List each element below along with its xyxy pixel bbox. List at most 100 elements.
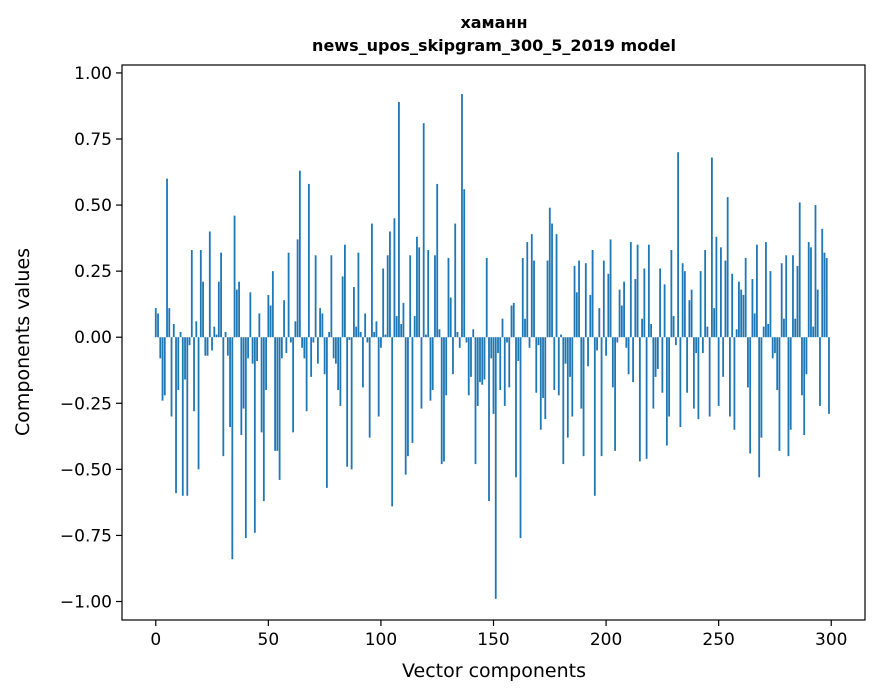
- bar-64: [298, 170, 301, 338]
- bar-274: [771, 337, 774, 359]
- bar-235: [683, 271, 686, 338]
- bar-44: [253, 337, 256, 533]
- bar-28: [217, 281, 220, 338]
- bar-181: [562, 337, 565, 465]
- bar-160: [515, 337, 517, 478]
- bar-30: [222, 337, 225, 457]
- bar-249: [715, 236, 718, 338]
- bar-231: [674, 337, 677, 346]
- bar-71: [314, 255, 317, 338]
- bar-80: [334, 337, 337, 364]
- bar-189: [580, 337, 583, 409]
- bar-226: [663, 284, 666, 338]
- bar-163: [521, 257, 524, 338]
- bar-188: [578, 260, 580, 338]
- bar-228: [668, 337, 671, 417]
- bar-255: [729, 337, 731, 417]
- bar-55: [278, 337, 281, 480]
- bar-139: [467, 337, 470, 396]
- bar-195: [593, 337, 596, 496]
- bar-134: [456, 331, 459, 338]
- bar-141: [472, 329, 475, 338]
- bar-41: [247, 337, 249, 359]
- x-tick-label: 150: [477, 630, 509, 650]
- bar-105: [391, 337, 394, 507]
- bar-51: [269, 305, 272, 338]
- bar-142: [474, 337, 477, 465]
- bar-262: [744, 257, 747, 338]
- bar-158: [510, 305, 513, 338]
- bar-131: [449, 297, 452, 338]
- bar-171: [539, 337, 542, 430]
- bar-108: [398, 102, 400, 338]
- bar-16: [190, 250, 193, 338]
- bar-155: [503, 337, 506, 406]
- bar-18: [195, 321, 198, 338]
- bar-137: [463, 189, 466, 338]
- bar-129: [445, 337, 448, 396]
- bar-203: [611, 337, 614, 388]
- bar-174: [546, 260, 549, 338]
- bar-136: [461, 94, 463, 338]
- bar-267: [756, 244, 758, 338]
- y-tick-label: 0.75: [74, 130, 112, 150]
- bar-270: [762, 326, 765, 338]
- bar-91: [359, 331, 362, 338]
- bar-26: [213, 326, 216, 338]
- bar-85: [346, 337, 349, 467]
- bar-261: [742, 294, 745, 338]
- bar-208: [623, 281, 625, 338]
- bar-269: [760, 337, 763, 438]
- bar-127: [440, 337, 443, 465]
- bar-52: [271, 271, 274, 338]
- bar-125: [436, 183, 439, 338]
- bar-37: [238, 281, 240, 338]
- bar-149: [490, 337, 493, 359]
- bar-202: [609, 239, 612, 338]
- bar-175: [548, 207, 551, 338]
- bar-33: [229, 337, 231, 428]
- x-tick-label: 50: [258, 630, 280, 650]
- bar-230: [672, 316, 675, 338]
- bar-40: [244, 337, 247, 539]
- bar-87: [350, 337, 353, 470]
- bar-168: [533, 260, 535, 338]
- bar-21: [202, 281, 204, 338]
- bar-213: [634, 279, 637, 338]
- bar-5: [166, 178, 168, 338]
- bar-285: [796, 265, 799, 338]
- bar-290: [807, 242, 810, 338]
- bar-45: [256, 337, 258, 361]
- bar-180: [560, 334, 562, 338]
- bar-210: [627, 337, 630, 375]
- bar-153: [499, 337, 502, 391]
- bar-111: [404, 337, 407, 475]
- bar-74: [321, 313, 324, 338]
- y-tick-label: 0.00: [74, 328, 112, 348]
- bar-258: [735, 329, 738, 338]
- bar-24: [208, 231, 211, 338]
- bar-3: [161, 337, 164, 401]
- bar-36: [235, 289, 238, 338]
- bar-238: [690, 289, 693, 338]
- bar-264: [749, 337, 752, 454]
- bar-83: [341, 276, 344, 338]
- bar-53: [274, 337, 276, 451]
- bar-42: [249, 292, 252, 338]
- bar-239: [692, 337, 695, 409]
- y-tick-label: −0.50: [60, 460, 112, 480]
- bar-76: [325, 337, 328, 488]
- bar-294: [816, 289, 819, 338]
- bar-154: [501, 318, 504, 338]
- y-axis-label: Components values: [12, 248, 34, 436]
- bar-234: [681, 263, 684, 338]
- bar-95: [368, 337, 371, 438]
- bar-169: [535, 337, 538, 393]
- bar-93: [364, 313, 367, 338]
- bar-216: [641, 318, 643, 338]
- bar-145: [481, 337, 484, 385]
- bar-19: [197, 337, 200, 470]
- y-axis-ticks: −1.00 −0.75 −0.50 −0.25 0.00 0.25 0.50 0.75 1.00: [60, 64, 122, 613]
- bar-212: [632, 337, 634, 383]
- bar-222: [654, 337, 657, 377]
